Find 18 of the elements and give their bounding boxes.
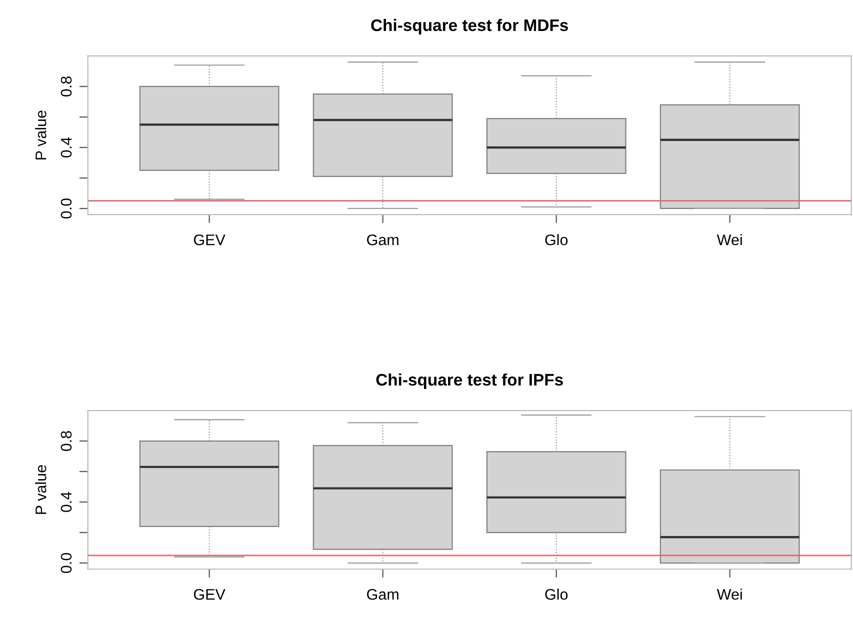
- y-axis-title: P value: [35, 465, 46, 514]
- y-tick-label: 0.0: [60, 198, 72, 219]
- y-axis-title: P value: [35, 110, 46, 160]
- y-tick-label: 0.4: [60, 492, 72, 512]
- x-tick-label: Glo: [545, 234, 568, 246]
- y-tick-label: 0.8: [60, 431, 72, 452]
- x-tick-label: Gam: [367, 588, 398, 600]
- y-tick-label: 0.4: [60, 137, 72, 158]
- chart-title: Chi-square test for IPFs: [376, 373, 563, 389]
- x-tick-label: GEV: [194, 234, 226, 246]
- x-tick-label: Glo: [545, 588, 568, 600]
- y-tick-label: 0.0: [60, 553, 72, 574]
- x-tick-label: Wei: [716, 588, 742, 600]
- x-tick-label: GEV: [194, 588, 226, 600]
- x-tick-label: Gam: [367, 234, 398, 246]
- chart-title: Chi-square test for MDFs: [371, 18, 568, 34]
- x-tick-label: Wei: [716, 234, 742, 246]
- y-tick-label: 0.8: [60, 76, 72, 97]
